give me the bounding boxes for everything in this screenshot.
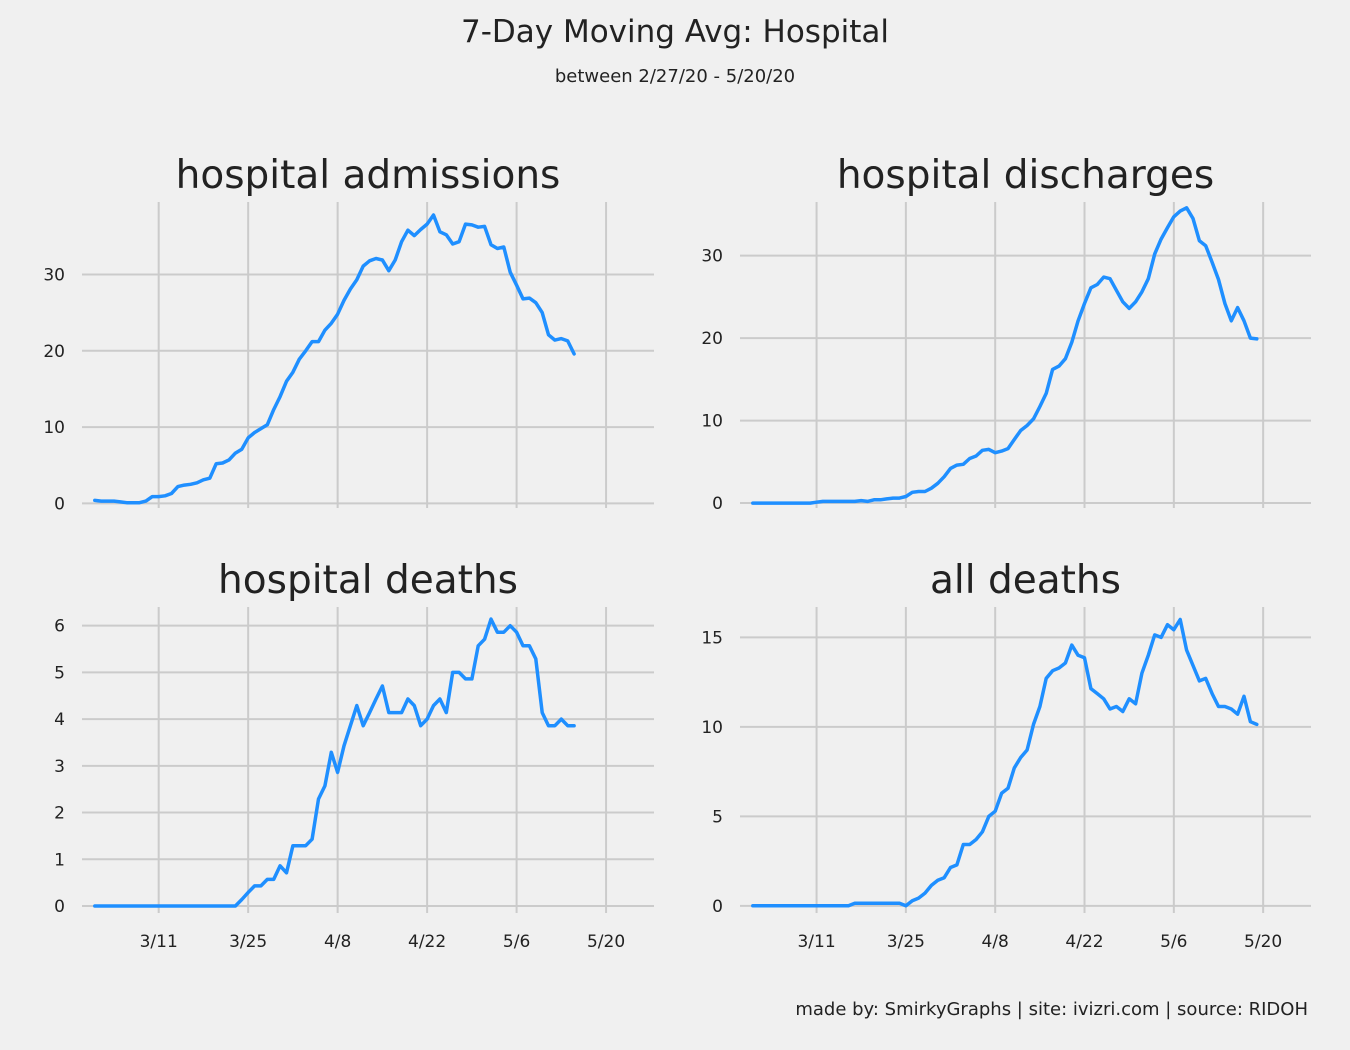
series-line bbox=[751, 617, 1259, 908]
series-line bbox=[751, 206, 1259, 505]
panel-title: hospital discharges bbox=[837, 153, 1214, 198]
y-tick-label: 0 bbox=[712, 494, 723, 514]
y-tick-label: 3 bbox=[54, 757, 65, 777]
y-tick-label: 0 bbox=[54, 897, 65, 917]
y-tick-label: 5 bbox=[712, 807, 723, 827]
chart-panel: hospital deaths 0 1 2 3 4 5 6 3/11 3/25 4/8 4/22 5/6… bbox=[54, 558, 654, 952]
x-tick-label: 3/25 bbox=[887, 932, 925, 952]
x-tick-label: 5/20 bbox=[1244, 932, 1282, 952]
chart-panel: all deaths 0 5 10 15 3/11 3/25 4/8 4/22 5/6 5/20 bbox=[701, 558, 1311, 952]
chart-panel: hospital discharges 0 10 20 30 bbox=[701, 153, 1311, 514]
series-line bbox=[93, 617, 576, 908]
x-tick-label: 3/25 bbox=[229, 932, 267, 952]
y-tick-label: 0 bbox=[54, 494, 65, 514]
y-tick-label: 30 bbox=[701, 247, 723, 267]
y-tick-label: 2 bbox=[54, 804, 65, 824]
figure-subtitle: between 2/27/20 - 5/20/20 bbox=[554, 66, 796, 87]
x-tick-label: 5/20 bbox=[587, 932, 625, 952]
y-tick-label: 10 bbox=[43, 418, 65, 438]
x-tick-label: 5/6 bbox=[503, 932, 530, 952]
series-line bbox=[93, 213, 576, 505]
x-tick-label: 3/11 bbox=[140, 932, 178, 952]
y-tick-label: 20 bbox=[701, 329, 723, 349]
x-tick-label: 4/8 bbox=[982, 932, 1009, 952]
x-tick-label: 3/11 bbox=[797, 932, 835, 952]
y-tick-label: 4 bbox=[54, 710, 65, 730]
y-tick-label: 0 bbox=[712, 897, 723, 917]
x-tick-label: 4/8 bbox=[324, 932, 351, 952]
x-tick-label: 4/22 bbox=[1065, 932, 1103, 952]
chart-panel: hospital admissions 0 10 20 30 bbox=[43, 153, 654, 514]
y-tick-label: 5 bbox=[54, 663, 65, 683]
panel-title: all deaths bbox=[930, 558, 1121, 603]
y-tick-label: 10 bbox=[701, 718, 723, 738]
panel-title: hospital admissions bbox=[176, 153, 561, 198]
y-tick-label: 1 bbox=[54, 850, 65, 870]
y-tick-label: 20 bbox=[43, 342, 65, 362]
x-tick-label: 5/6 bbox=[1160, 932, 1187, 952]
y-tick-label: 15 bbox=[701, 628, 723, 648]
x-tick-label: 4/22 bbox=[408, 932, 446, 952]
y-tick-label: 10 bbox=[701, 412, 723, 432]
panel-title: hospital deaths bbox=[218, 558, 518, 603]
y-tick-label: 30 bbox=[43, 265, 65, 285]
credits-footer: made by: SmirkyGraphs | site: ivizri.com… bbox=[795, 999, 1308, 1020]
figure-title: 7-Day Moving Avg: Hospital bbox=[460, 14, 890, 50]
y-tick-label: 6 bbox=[54, 617, 65, 637]
